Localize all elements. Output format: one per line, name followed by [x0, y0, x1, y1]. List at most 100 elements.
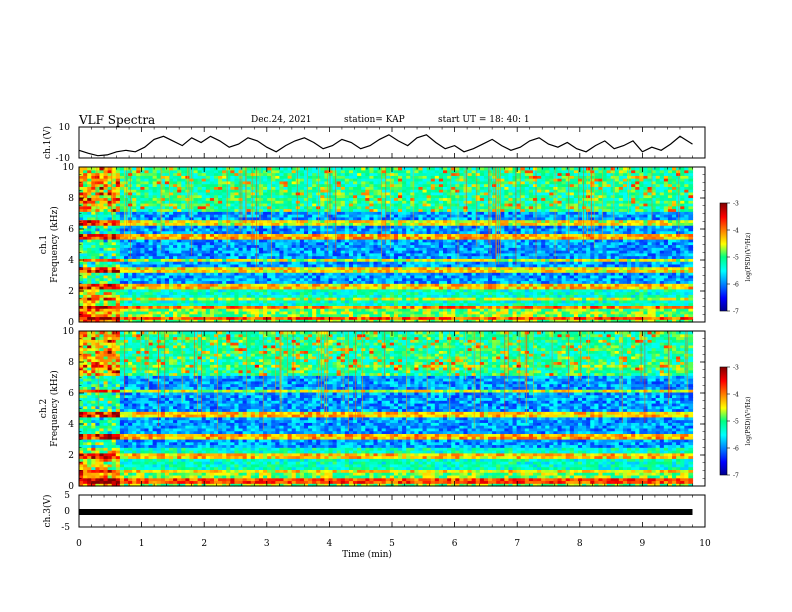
spectrogram-cell: [205, 233, 211, 237]
spectrogram-cell: [218, 233, 223, 237]
spectrogram-cell: [128, 288, 133, 293]
spectrogram-cell: [111, 258, 117, 262]
spectrogram-cell: [528, 291, 534, 295]
spectrogram-cell: [430, 263, 436, 268]
spectrogram-cell: [177, 319, 182, 323]
spectrogram-cell: [324, 294, 330, 298]
spectrogram-cell: [672, 236, 677, 240]
spectrogram-cell: [385, 252, 391, 257]
spectrogram-cell: [553, 297, 559, 301]
spectrogram-cell: [373, 258, 379, 262]
spectrogram-cell: [123, 283, 129, 287]
spectrogram-cell: [684, 247, 689, 251]
spectrogram-cell: [475, 294, 481, 298]
spectrogram-cell: [361, 258, 366, 262]
spectrogram-cell: [193, 250, 199, 254]
spectrogram-cell: [152, 244, 158, 248]
spectrogram-cell: [197, 316, 203, 320]
spectrogram-cell: [361, 294, 366, 298]
spectrogram-cell: [279, 252, 285, 257]
spectrogram-cell: [663, 280, 669, 284]
spectrogram-cell: [504, 277, 510, 282]
spectrogram-cell: [201, 263, 207, 268]
spectrogram-cell: [336, 230, 342, 235]
spectrogram-cell: [520, 316, 526, 320]
spectrogram-cell: [455, 241, 460, 246]
spectrogram-cell: [332, 238, 338, 243]
spectrogram-cell: [443, 269, 448, 273]
spectrogram-cell: [549, 310, 555, 315]
spectrogram-cell: [234, 313, 240, 318]
spectrogram-cell: [177, 266, 182, 271]
spectrogram-cell: [303, 266, 309, 271]
spectrogram-cell: [508, 313, 514, 318]
spectrogram-cell: [181, 319, 186, 323]
spectrogram-cell: [230, 250, 236, 254]
spectrogram-cell: [340, 299, 346, 304]
spectrogram-cell: [618, 250, 624, 254]
spectrogram-cell: [606, 263, 612, 268]
spectrogram-cell: [246, 291, 252, 295]
spectrogram-cell: [91, 319, 96, 323]
spectrogram-cell: [549, 305, 555, 309]
spectrogram-cell: [205, 283, 211, 287]
spectrogram-cell: [684, 263, 689, 268]
spectrogram-cell: [512, 277, 518, 282]
spectrogram-cell: [287, 261, 293, 265]
spectrogram-cell: [295, 302, 301, 306]
spectrogram-cell: [99, 294, 105, 298]
spectrogram-cell: [504, 283, 510, 287]
spectrogram-cell: [340, 255, 346, 259]
spectrogram-cell: [361, 252, 366, 257]
spectrogram-cell: [87, 277, 92, 282]
spectrogram-cell: [651, 255, 657, 259]
spectrogram-cell: [320, 247, 325, 251]
spectrogram-cell: [271, 302, 276, 306]
spectrogram-cell: [258, 277, 264, 282]
spectrogram-cell: [201, 274, 207, 279]
spectrogram-cell: [627, 297, 632, 301]
spectrogram-cell: [602, 274, 608, 279]
spectrogram-cell: [508, 274, 514, 279]
spectrogram-cell: [279, 313, 285, 318]
spectrogram-cell: [655, 299, 661, 304]
spectrogram-cell: [463, 261, 469, 265]
spectrogram-cell: [627, 313, 632, 318]
spectrogram-cell: [610, 258, 616, 262]
spectrogram-cell: [504, 294, 510, 298]
spectrogram-cell: [483, 236, 489, 240]
spectrogram-cell: [655, 272, 661, 276]
spectrogram-cell: [418, 283, 424, 287]
spectrogram-cell: [516, 319, 522, 323]
spectrogram-cell: [136, 302, 141, 306]
spectrogram-cell: [95, 258, 101, 262]
spectrogram-cell: [320, 305, 325, 309]
spectrogram-cell: [385, 286, 391, 290]
spectrogram-cell: [385, 288, 391, 293]
spectrogram-cell: [107, 286, 113, 290]
spectrogram-cell: [672, 280, 677, 284]
spectrogram-cell: [504, 258, 510, 262]
spectrogram-cell: [148, 297, 154, 301]
spectrogram-cell: [107, 266, 113, 271]
spectrogram-cell: [144, 250, 150, 254]
spectrogram-cell: [667, 269, 673, 273]
spectrogram-cell: [504, 263, 510, 268]
spectrogram-cell: [173, 236, 178, 240]
spectrogram-cell: [250, 252, 256, 257]
spectrogram-cell: [532, 233, 538, 237]
spectrogram-cell: [119, 288, 125, 293]
spectrogram-cell: [606, 308, 612, 312]
spectrogram-cell: [528, 277, 534, 282]
spectrogram-cell: [569, 252, 575, 257]
spectrogram-cell: [303, 302, 309, 306]
spectrogram-cell: [520, 305, 526, 309]
spectrogram-cell: [688, 258, 694, 262]
spectrogram-cell: [381, 294, 387, 298]
spectrogram-cell: [365, 244, 370, 248]
spectrogram-cell: [377, 308, 383, 312]
spectrogram-cell: [635, 263, 640, 268]
spectrogram-cell: [152, 269, 158, 273]
spectrogram-cell: [128, 277, 133, 282]
spectrogram-cell: [651, 247, 657, 251]
